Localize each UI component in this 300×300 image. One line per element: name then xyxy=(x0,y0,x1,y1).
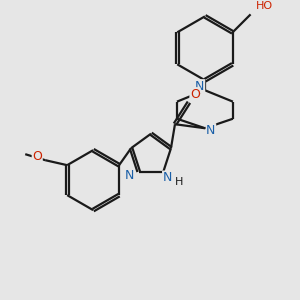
Text: N: N xyxy=(163,171,172,184)
Text: O: O xyxy=(190,88,200,101)
Text: HO: HO xyxy=(256,2,273,11)
Text: O: O xyxy=(32,150,42,163)
Text: N: N xyxy=(206,124,216,137)
Text: N: N xyxy=(195,80,205,93)
Text: N: N xyxy=(125,169,134,182)
Text: H: H xyxy=(175,177,184,187)
